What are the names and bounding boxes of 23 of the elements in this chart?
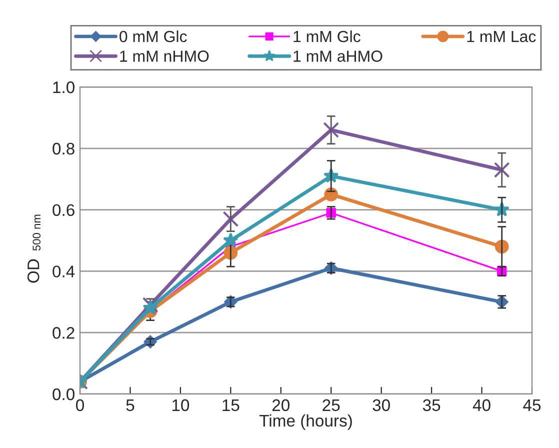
legend-label: 1 mM nHMO: [120, 50, 209, 62]
x-tick-label: 10: [172, 399, 190, 412]
x-tick-label: 40: [472, 399, 490, 412]
y-tick-label: 0.6: [52, 204, 74, 216]
y-tick-label: 0.0: [52, 388, 74, 400]
x-tick-label: 30: [372, 399, 390, 412]
x-tick-label: 0: [76, 399, 84, 412]
y-tick-label: 0.4: [52, 266, 75, 278]
x-axis-title: Time (hours): [259, 414, 352, 430]
legend-label: 0 mM Glc: [120, 30, 187, 42]
x-tick-label: 20: [272, 399, 290, 412]
x-tick-label: 25: [322, 399, 340, 412]
x-tick-label: 15: [222, 399, 240, 412]
x-tick-label: 5: [126, 399, 134, 412]
y-tick-label: 1.0: [53, 81, 74, 94]
legend-label: 1 mM Lac: [467, 31, 536, 42]
y-axis-title: OD 500 nm: [27, 214, 41, 283]
legend-label: 1 mM Glc: [294, 30, 360, 42]
y-tick-label: 0.2: [52, 327, 74, 339]
x-tick-label: 45: [523, 399, 541, 412]
x-tick-label: 35: [422, 399, 440, 412]
legend-label: 1 mM aHMO: [294, 50, 382, 62]
y-tick-label: 0.8: [52, 142, 74, 155]
